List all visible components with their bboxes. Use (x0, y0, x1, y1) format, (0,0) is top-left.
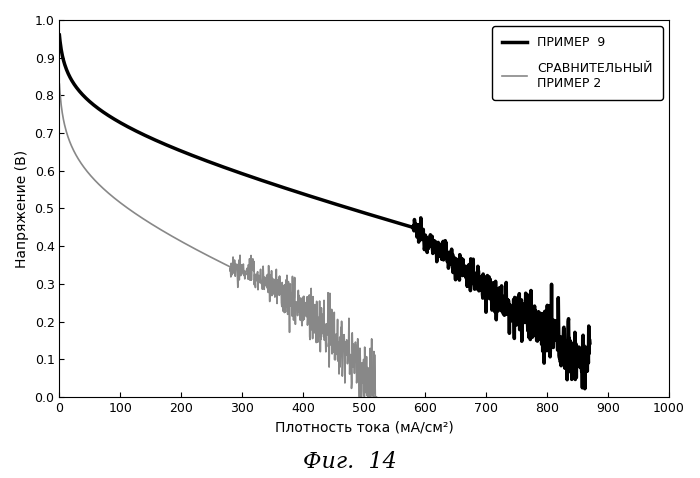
Legend: ПРИМЕР  9, СРАВНИТЕЛЬНЫЙ
ПРИМЕР 2: ПРИМЕР 9, СРАВНИТЕЛЬНЫЙ ПРИМЕР 2 (492, 26, 663, 100)
Y-axis label: Напряжение (В): Напряжение (В) (15, 150, 29, 268)
Text: Фиг.  14: Фиг. 14 (303, 451, 397, 473)
X-axis label: Плотность тока (мА/см²): Плотность тока (мА/см²) (275, 420, 454, 435)
